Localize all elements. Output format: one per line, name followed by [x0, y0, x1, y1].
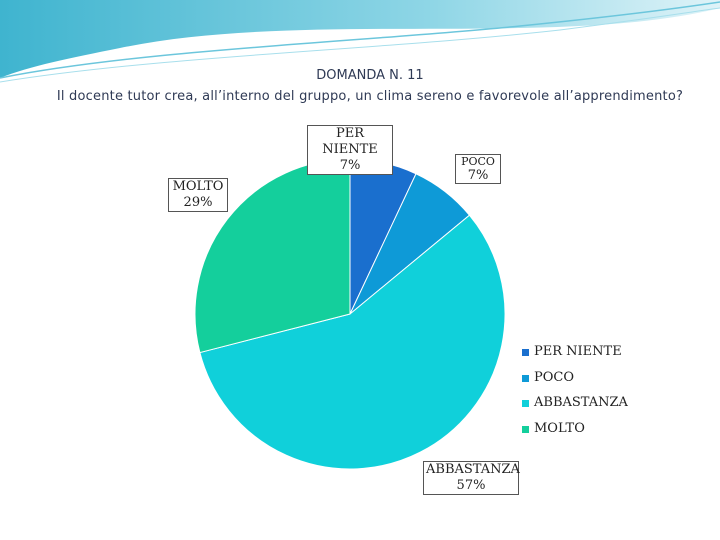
legend-swatch: [522, 349, 529, 356]
chart-subtitle: Il docente tutor crea, all’interno del g…: [56, 89, 684, 104]
header-wave-line: [0, 7, 720, 83]
legend-label: POCO: [534, 369, 575, 385]
data-label-abbastanza: ABBASTANZA 57%: [423, 461, 520, 495]
header-wave-line: [0, 1, 720, 79]
legend-label: ABBASTANZA: [534, 395, 628, 410]
chart-title: DOMANDA N. 11: [316, 68, 424, 83]
pie-slice-abbastanza: [199, 214, 506, 470]
legend-swatch: [522, 400, 529, 407]
data-label-molto: MOLTO 29%: [168, 178, 228, 212]
data-label-poco: POCO 7%: [455, 154, 501, 184]
header-wave: [0, 0, 720, 78]
legend-swatch: [522, 425, 529, 433]
data-label-per-niente: PER NIENTE 7%: [307, 125, 393, 175]
legend-swatch: [522, 374, 529, 382]
legend-label: PER NIENTE: [534, 344, 622, 359]
legend-label: MOLTO: [534, 420, 585, 436]
